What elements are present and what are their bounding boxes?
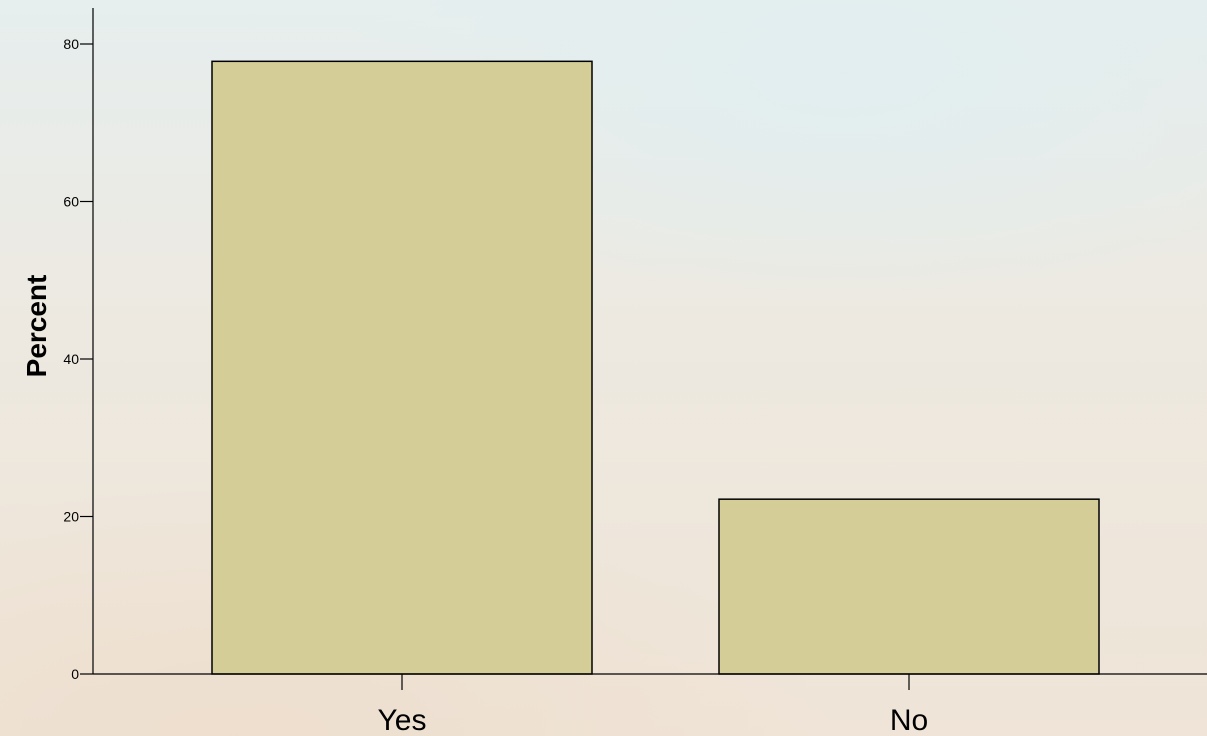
x-ticks-layer: Yes No — [378, 674, 928, 736]
bar-no — [718, 498, 1100, 675]
y-tick-label-80: 80 — [63, 36, 79, 52]
y-tick-label-40: 40 — [63, 351, 79, 367]
y-tick-label-60: 60 — [63, 194, 79, 210]
y-axis-label: Percent — [21, 275, 52, 378]
y-tick-label-0: 0 — [71, 666, 79, 682]
x-tick-label-no: No — [890, 704, 928, 736]
y-tick-label-20: 20 — [63, 509, 79, 525]
x-tick-label-yes: Yes — [378, 704, 427, 736]
bar-yes — [211, 60, 593, 675]
y-ticks-layer: 0 20 40 60 80 — [63, 36, 93, 682]
bars-layer — [211, 60, 1100, 675]
